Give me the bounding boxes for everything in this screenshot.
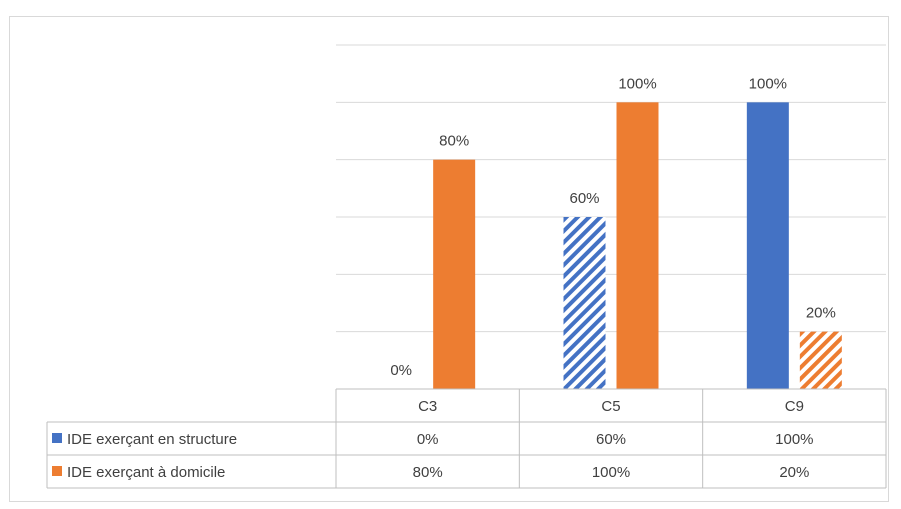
data-label: 100%	[618, 75, 656, 92]
table-cell: 0%	[417, 431, 439, 448]
data-label: 60%	[569, 190, 599, 207]
bar-C3-series-2	[433, 159, 476, 389]
chart-frame	[9, 16, 889, 502]
bars	[433, 102, 842, 389]
data-labels: 0% 80% 60% 100% 100% 20%	[390, 75, 836, 379]
data-table: C3 C5 C9 IDE exerçant en structure 0% 60% 100%…	[46, 388, 887, 489]
category-label: C9	[785, 398, 804, 415]
category-label: C3	[418, 398, 437, 415]
table-cell: 100%	[775, 431, 813, 448]
data-label: 100%	[749, 75, 787, 92]
data-label: 0%	[390, 362, 412, 379]
bar-C5-series-1	[563, 217, 606, 389]
gridlines	[336, 44, 886, 333]
table-cell: 80%	[413, 464, 443, 481]
category-label: C5	[601, 398, 620, 415]
data-label: 80%	[439, 133, 469, 150]
table-cell: 100%	[592, 464, 630, 481]
legend-label: IDE exerçant en structure	[67, 431, 237, 448]
bar-C9-series-2	[799, 331, 842, 389]
legend-swatch	[52, 433, 62, 443]
bar-C5-series-2	[616, 102, 659, 389]
table-cell: 20%	[779, 464, 809, 481]
table-cell: 60%	[596, 431, 626, 448]
data-label: 20%	[806, 305, 836, 322]
legend-swatch	[52, 466, 62, 476]
bar-C9-series-1	[746, 102, 789, 389]
legend-label: IDE exerçant à domicile	[67, 464, 225, 481]
